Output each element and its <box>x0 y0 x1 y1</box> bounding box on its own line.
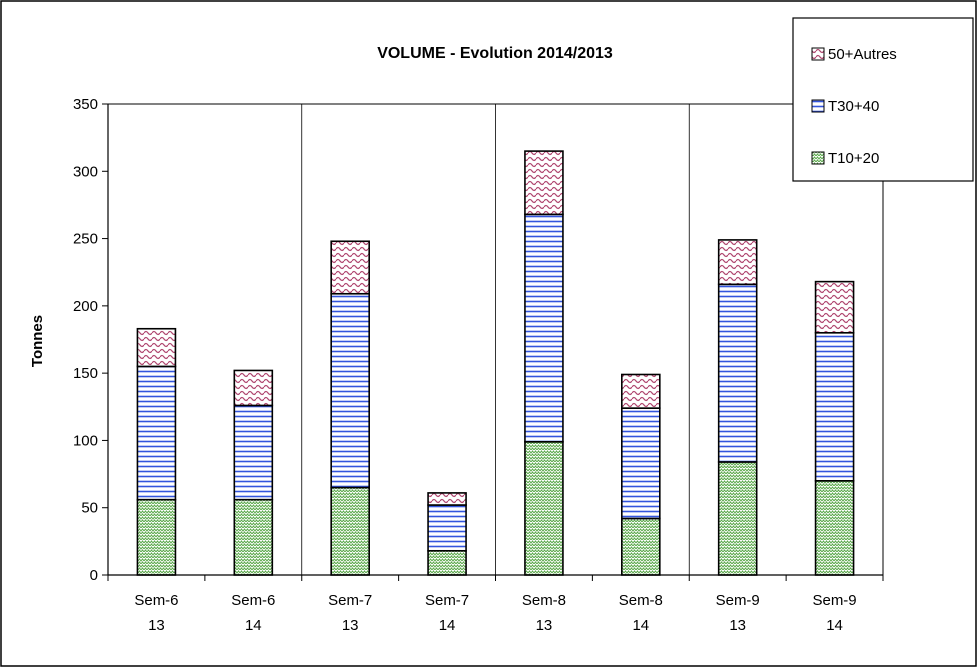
legend-label-t10-20: T10+20 <box>828 150 879 167</box>
legend: 50+Autres T30+40 T10+20 <box>792 17 974 182</box>
y-axis-label: Tonnes <box>29 315 46 367</box>
legend-label-50-autres: 50+Autres <box>828 46 897 63</box>
bar-segment-t30-40 <box>524 213 564 443</box>
bar-segment-t30-40 <box>717 283 758 463</box>
bar-segment-50-autres <box>136 327 177 368</box>
x-tick-label-week: Sem-9 <box>716 592 760 609</box>
bar-segment-50-autres <box>330 240 370 295</box>
y-tick-label: 250 <box>73 231 98 248</box>
legend-label-t30-40: T30+40 <box>828 98 879 115</box>
x-tick-label-week: Sem-6 <box>134 592 178 609</box>
x-tick-label-year: 13 <box>148 617 165 634</box>
bar-segment-t30-40 <box>233 404 274 501</box>
x-tick-label-year: 13 <box>342 617 359 634</box>
x-tick-label-week: Sem-8 <box>522 592 566 609</box>
bar-segment-t30-40 <box>814 331 855 482</box>
bar-segment-t30-40 <box>427 504 467 552</box>
bar-segment-t10-20 <box>621 517 661 576</box>
x-tick-label-week: Sem-8 <box>619 592 663 609</box>
bar-segment-t10-20 <box>427 549 467 576</box>
legend-swatch-t10-20 <box>811 151 825 165</box>
bar-segment-t10-20 <box>524 440 564 576</box>
legend-swatch-t30-40 <box>811 99 825 113</box>
bar-segment-t10-20 <box>233 498 274 576</box>
x-tick-label-year: 14 <box>245 617 262 634</box>
plot-area: 0 50 100 150 200 250 300 350 Sem-6 13 Sem-6 14 Sem-7… <box>73 96 884 634</box>
bar-segment-t10-20 <box>814 479 855 576</box>
x-tick-label-week: Sem-7 <box>425 592 469 609</box>
bar-segment-50-autres <box>524 150 564 216</box>
y-tick-label: 300 <box>73 163 98 180</box>
chart-title: VOLUME - Evolution 2014/2013 <box>377 45 613 62</box>
x-tick-label-year: 13 <box>729 617 746 634</box>
x-tick-label-year: 14 <box>439 617 456 634</box>
bar-segment-50-autres <box>233 369 274 407</box>
y-tick-label: 50 <box>81 500 98 517</box>
y-tick-label: 150 <box>73 365 98 382</box>
y-tick-label: 0 <box>90 567 98 584</box>
x-tick-label-year: 14 <box>826 617 843 634</box>
x-tick-label-week: Sem-9 <box>812 592 856 609</box>
y-tick-label: 200 <box>73 298 98 315</box>
bar-segment-t30-40 <box>136 365 177 501</box>
x-tick-label-week: Sem-6 <box>231 592 275 609</box>
bar-segment-t10-20 <box>136 498 177 576</box>
bar-segment-t30-40 <box>621 407 661 520</box>
legend-swatch-50-autres <box>811 47 825 61</box>
bar-segment-50-autres <box>427 492 467 506</box>
bar-segment-t30-40 <box>330 292 370 489</box>
bar-segment-t10-20 <box>717 461 758 576</box>
y-tick-label: 350 <box>73 96 98 113</box>
x-tick-label-year: 13 <box>536 617 553 634</box>
y-tick-label: 100 <box>73 432 98 449</box>
bar-segment-50-autres <box>621 373 661 409</box>
bar-segment-50-autres <box>717 239 758 286</box>
x-tick-label-week: Sem-7 <box>328 592 372 609</box>
bar-segment-50-autres <box>814 280 855 334</box>
bar-segment-t10-20 <box>330 486 370 576</box>
x-tick-label-year: 14 <box>632 617 649 634</box>
